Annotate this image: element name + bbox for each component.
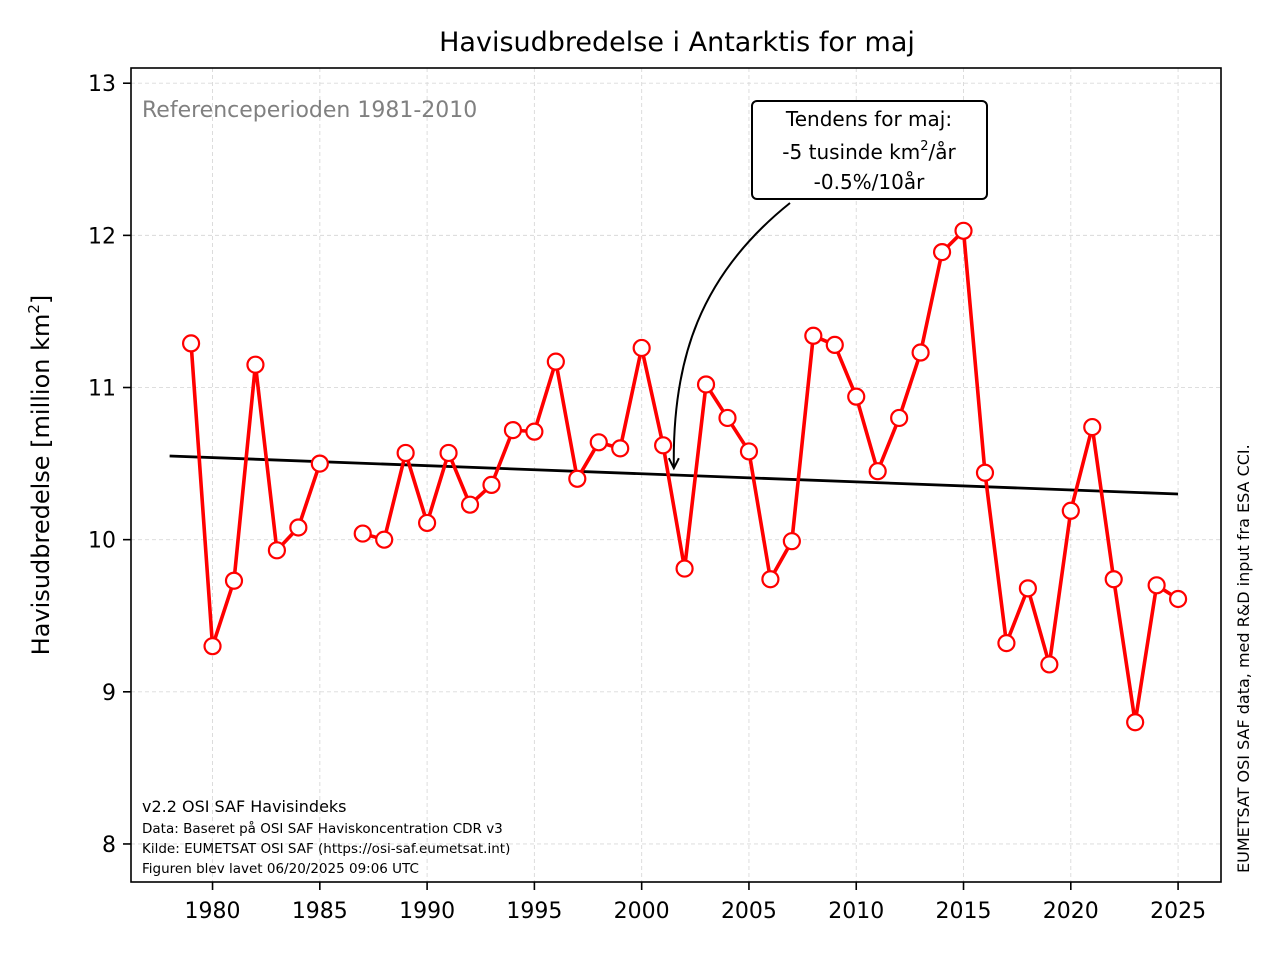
x-tick-label: 2000 — [614, 899, 670, 924]
x-axis-ticks: 1980 1985 1990 1995 2000 2005 2010 2015 2020 2025 — [185, 882, 1206, 924]
annotation-line2-sup: 2 — [920, 139, 928, 154]
x-tick-label: 2005 — [721, 899, 777, 924]
trend-annotation: Tendens for maj: -5 tusinde km2/år -0.5%… — [667, 100, 988, 471]
annotation-arrow — [672, 202, 791, 469]
y-axis-label-sup: 2 — [25, 304, 43, 314]
data-point — [632, 338, 651, 358]
x-tick-label: 1990 — [399, 899, 455, 924]
data-point — [718, 408, 737, 428]
footer-data: Data: Baseret på OSI SAF Haviskoncentrat… — [142, 820, 503, 837]
data-point — [396, 443, 415, 463]
data-point — [1040, 655, 1059, 674]
data-point — [418, 513, 437, 533]
footer-timestamp: Figuren blev lavet 06/20/2025 09:06 UTC — [142, 861, 419, 877]
data-point — [439, 443, 458, 463]
data-point — [181, 334, 201, 353]
data-point — [739, 442, 759, 461]
annotation-line2-pre: -5 tusinde km — [782, 140, 920, 164]
data-point — [654, 436, 673, 455]
x-tick-label: 2015 — [936, 899, 992, 924]
data-point — [825, 335, 844, 355]
data-point — [1061, 501, 1080, 520]
y-axis-label-end: ] — [27, 295, 55, 304]
data-point — [267, 541, 287, 560]
y-axis-label: Havisudbredelse [million km2] — [25, 295, 55, 656]
x-tick-label: 1995 — [506, 899, 562, 924]
annotation-arrowhead — [667, 457, 680, 471]
chart-title: Havisudbredelse i Antarktis for maj — [439, 27, 915, 58]
data-point — [954, 221, 973, 240]
data-point — [310, 454, 329, 473]
y-tick-label: 9 — [102, 681, 116, 706]
x-tick-label: 1980 — [185, 899, 241, 924]
x-tick-label: 2025 — [1150, 899, 1206, 924]
y-tick-label: 11 — [88, 377, 116, 402]
plot-frame — [130, 67, 1222, 883]
data-point — [611, 439, 630, 458]
annotation-box — [751, 100, 988, 200]
series-line — [362, 229, 1180, 725]
annotation-line1: Tendens for maj: — [785, 107, 952, 131]
data-point — [203, 637, 222, 656]
y-tick-label: 12 — [88, 224, 116, 249]
data-point — [568, 469, 587, 488]
footer-source: Kilde: EUMETSAT OSI SAF (https://osi-saf… — [142, 841, 510, 857]
data-point — [1083, 417, 1102, 437]
trend-layer — [169, 454, 1179, 496]
side-credit: EUMETSAT OSI SAF data, med R&D input fra… — [1234, 444, 1253, 873]
data-point — [353, 524, 372, 543]
data-point — [289, 518, 308, 537]
data-point — [525, 422, 544, 441]
annotation-line3: -0.5%/10år — [814, 170, 925, 194]
data-point — [1018, 579, 1037, 598]
data-point — [847, 387, 866, 406]
data-point — [932, 243, 952, 262]
data-point — [868, 462, 887, 481]
data-point — [460, 495, 480, 514]
data-point — [1126, 713, 1145, 732]
data-point — [804, 326, 823, 345]
x-tick-label: 2020 — [1043, 899, 1099, 924]
data-point — [890, 408, 909, 428]
data-point — [911, 343, 930, 362]
data-point — [1104, 570, 1123, 589]
data-point — [246, 355, 265, 374]
y-axis-ticks: 8 9 10 11 12 13 — [88, 72, 131, 858]
data-point — [224, 571, 244, 590]
data-point — [975, 463, 995, 482]
data-point — [503, 421, 523, 440]
annotation-line2: -5 tusinde km2/år — [782, 139, 956, 164]
data-point — [782, 532, 801, 551]
data-point — [761, 570, 780, 589]
reference-period-text: Referenceperioden 1981-2010 — [142, 98, 477, 123]
data-point — [589, 433, 608, 452]
footer-credits: v2.2 OSI SAF Havisindeks Data: Baseret p… — [142, 797, 510, 877]
data-point — [696, 375, 716, 394]
trend-line — [169, 454, 1179, 496]
y-axis-label-main: Havisudbredelse [million km — [27, 314, 55, 656]
footer-version: v2.2 OSI SAF Havisindeks — [142, 797, 347, 816]
y-tick-label: 13 — [88, 72, 116, 97]
data-point — [375, 530, 394, 549]
data-point — [997, 634, 1016, 653]
x-tick-label: 1985 — [292, 899, 348, 924]
annotation-line2-post: /år — [928, 140, 956, 164]
y-tick-label: 10 — [88, 529, 116, 554]
y-tick-label: 8 — [102, 833, 116, 858]
x-tick-label: 2010 — [828, 899, 884, 924]
data-point — [675, 559, 694, 578]
data-point — [482, 475, 501, 494]
data-point — [1147, 576, 1166, 595]
data-point — [1168, 589, 1188, 609]
data-point — [546, 352, 565, 371]
markers-layer — [181, 221, 1188, 732]
series-line — [189, 343, 322, 648]
